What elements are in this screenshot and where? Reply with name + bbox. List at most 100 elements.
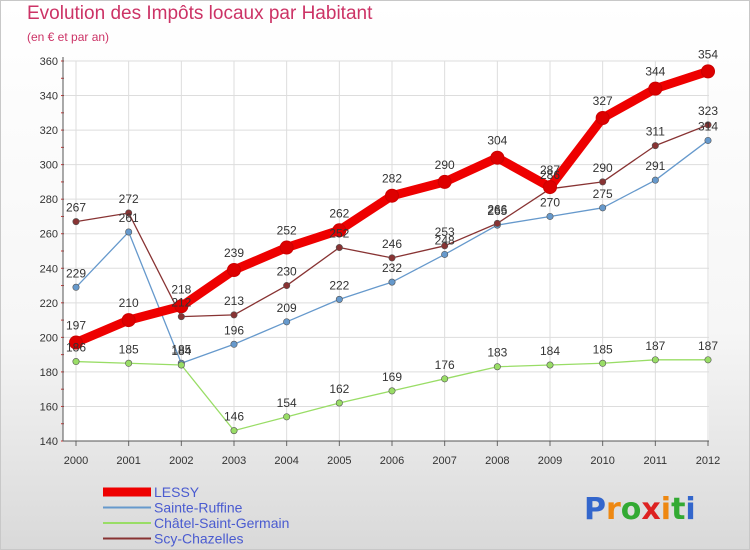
data-point <box>72 218 80 226</box>
data-label: 291 <box>645 159 665 173</box>
data-label: 261 <box>119 211 139 225</box>
data-label: 252 <box>277 224 297 238</box>
data-label: 252 <box>329 227 349 241</box>
data-label: 265 <box>487 204 507 218</box>
x-tick-label: 2011 <box>644 455 668 467</box>
data-label: 267 <box>66 201 86 215</box>
axes: 140 160 180 200 220 240 260 280 300 320 340 360 2000… <box>40 56 721 467</box>
data-point <box>599 359 607 367</box>
logo-letter: o <box>621 492 642 527</box>
data-point <box>335 295 343 303</box>
data-point <box>651 356 659 364</box>
data-point <box>599 204 607 212</box>
data-label: 229 <box>66 266 86 280</box>
data-label: 176 <box>435 358 455 372</box>
data-label: 354 <box>698 47 718 61</box>
data-point <box>125 228 133 236</box>
data-label: 232 <box>382 261 402 275</box>
data-point <box>72 358 80 366</box>
y-tick-label: 340 <box>40 91 58 103</box>
data-label: 169 <box>382 370 402 384</box>
x-tick-label: 2006 <box>380 455 404 467</box>
data-point <box>493 363 501 371</box>
x-tick-label: 2005 <box>327 455 351 467</box>
data-label: 185 <box>593 342 613 356</box>
data-point <box>125 209 133 217</box>
logo-letter: i <box>685 492 695 527</box>
y-tick-label: 200 <box>40 332 58 344</box>
data-label: 184 <box>540 344 560 358</box>
data-label: 213 <box>224 294 244 308</box>
data-point <box>230 427 238 435</box>
x-tick-label: 2003 <box>222 455 246 467</box>
data-point <box>388 387 396 395</box>
data-point <box>177 313 185 321</box>
data-point <box>437 174 452 189</box>
y-tick-label: 140 <box>40 436 58 448</box>
data-point <box>72 283 80 291</box>
data-label: 323 <box>698 104 718 118</box>
data-point <box>121 313 136 328</box>
data-label: 146 <box>224 410 244 424</box>
data-point <box>283 413 291 421</box>
data-point <box>388 254 396 262</box>
y-tick-label: 220 <box>40 298 58 310</box>
chart-subtitle: (en € et par an) <box>27 30 110 44</box>
data-label: 272 <box>119 192 139 206</box>
data-point <box>599 178 607 186</box>
data-label: 209 <box>277 301 297 315</box>
logo-letter: r <box>606 492 621 527</box>
data-point <box>388 278 396 286</box>
legend: LESSYSainte-RuffineChâtel-Saint-GermainS… <box>103 484 289 547</box>
data-point <box>283 282 291 290</box>
data-point <box>704 136 712 144</box>
x-tick-label: 2007 <box>432 455 456 467</box>
data-point <box>543 180 557 195</box>
y-tick-label: 260 <box>40 229 58 241</box>
legend-label: LESSY <box>154 484 200 500</box>
data-point <box>595 111 610 125</box>
x-tick-label: 2009 <box>538 455 562 467</box>
data-label: 210 <box>119 296 139 310</box>
x-tick-label: 2001 <box>116 455 140 467</box>
data-point <box>704 356 712 364</box>
y-tick-label: 180 <box>40 367 58 379</box>
data-label: 186 <box>66 341 86 355</box>
x-tick-label: 2012 <box>696 455 720 467</box>
data-label: 290 <box>435 158 455 172</box>
data-label: 185 <box>119 342 139 356</box>
data-point <box>546 361 554 369</box>
legend-label: Châtel-Saint-Germain <box>154 515 289 531</box>
proxiti-logo: Proxiti <box>584 492 696 527</box>
legend-label: Sainte-Ruffine <box>154 500 243 516</box>
data-label: 282 <box>382 172 402 186</box>
data-point <box>283 318 291 326</box>
series <box>69 64 715 435</box>
data-label: 184 <box>171 344 191 358</box>
x-tick-label: 2004 <box>274 455 298 467</box>
data-point <box>385 188 399 203</box>
data-label: 197 <box>66 319 86 333</box>
y-tick-label: 240 <box>40 263 58 275</box>
data-point <box>230 340 238 348</box>
grid <box>63 60 709 442</box>
data-label: 286 <box>540 168 560 182</box>
data-label: 248 <box>435 233 455 247</box>
x-tick-label: 2008 <box>485 455 509 467</box>
data-point <box>648 81 663 96</box>
data-labels: 197 210 218 239 252 262 282 290 304 287 327 344 354 2… <box>66 47 718 423</box>
data-point <box>490 150 505 165</box>
data-label: 162 <box>329 382 349 396</box>
data-point <box>651 176 659 184</box>
data-point <box>493 219 501 227</box>
data-label: 183 <box>487 346 507 360</box>
chart-title: Evolution des Impôts locaux par Habitant <box>27 3 373 24</box>
data-point <box>174 299 189 314</box>
data-label: 253 <box>435 225 455 239</box>
data-point <box>441 242 449 250</box>
data-label: 311 <box>646 125 665 139</box>
x-tick-label: 2010 <box>590 455 614 467</box>
data-point <box>704 121 712 129</box>
